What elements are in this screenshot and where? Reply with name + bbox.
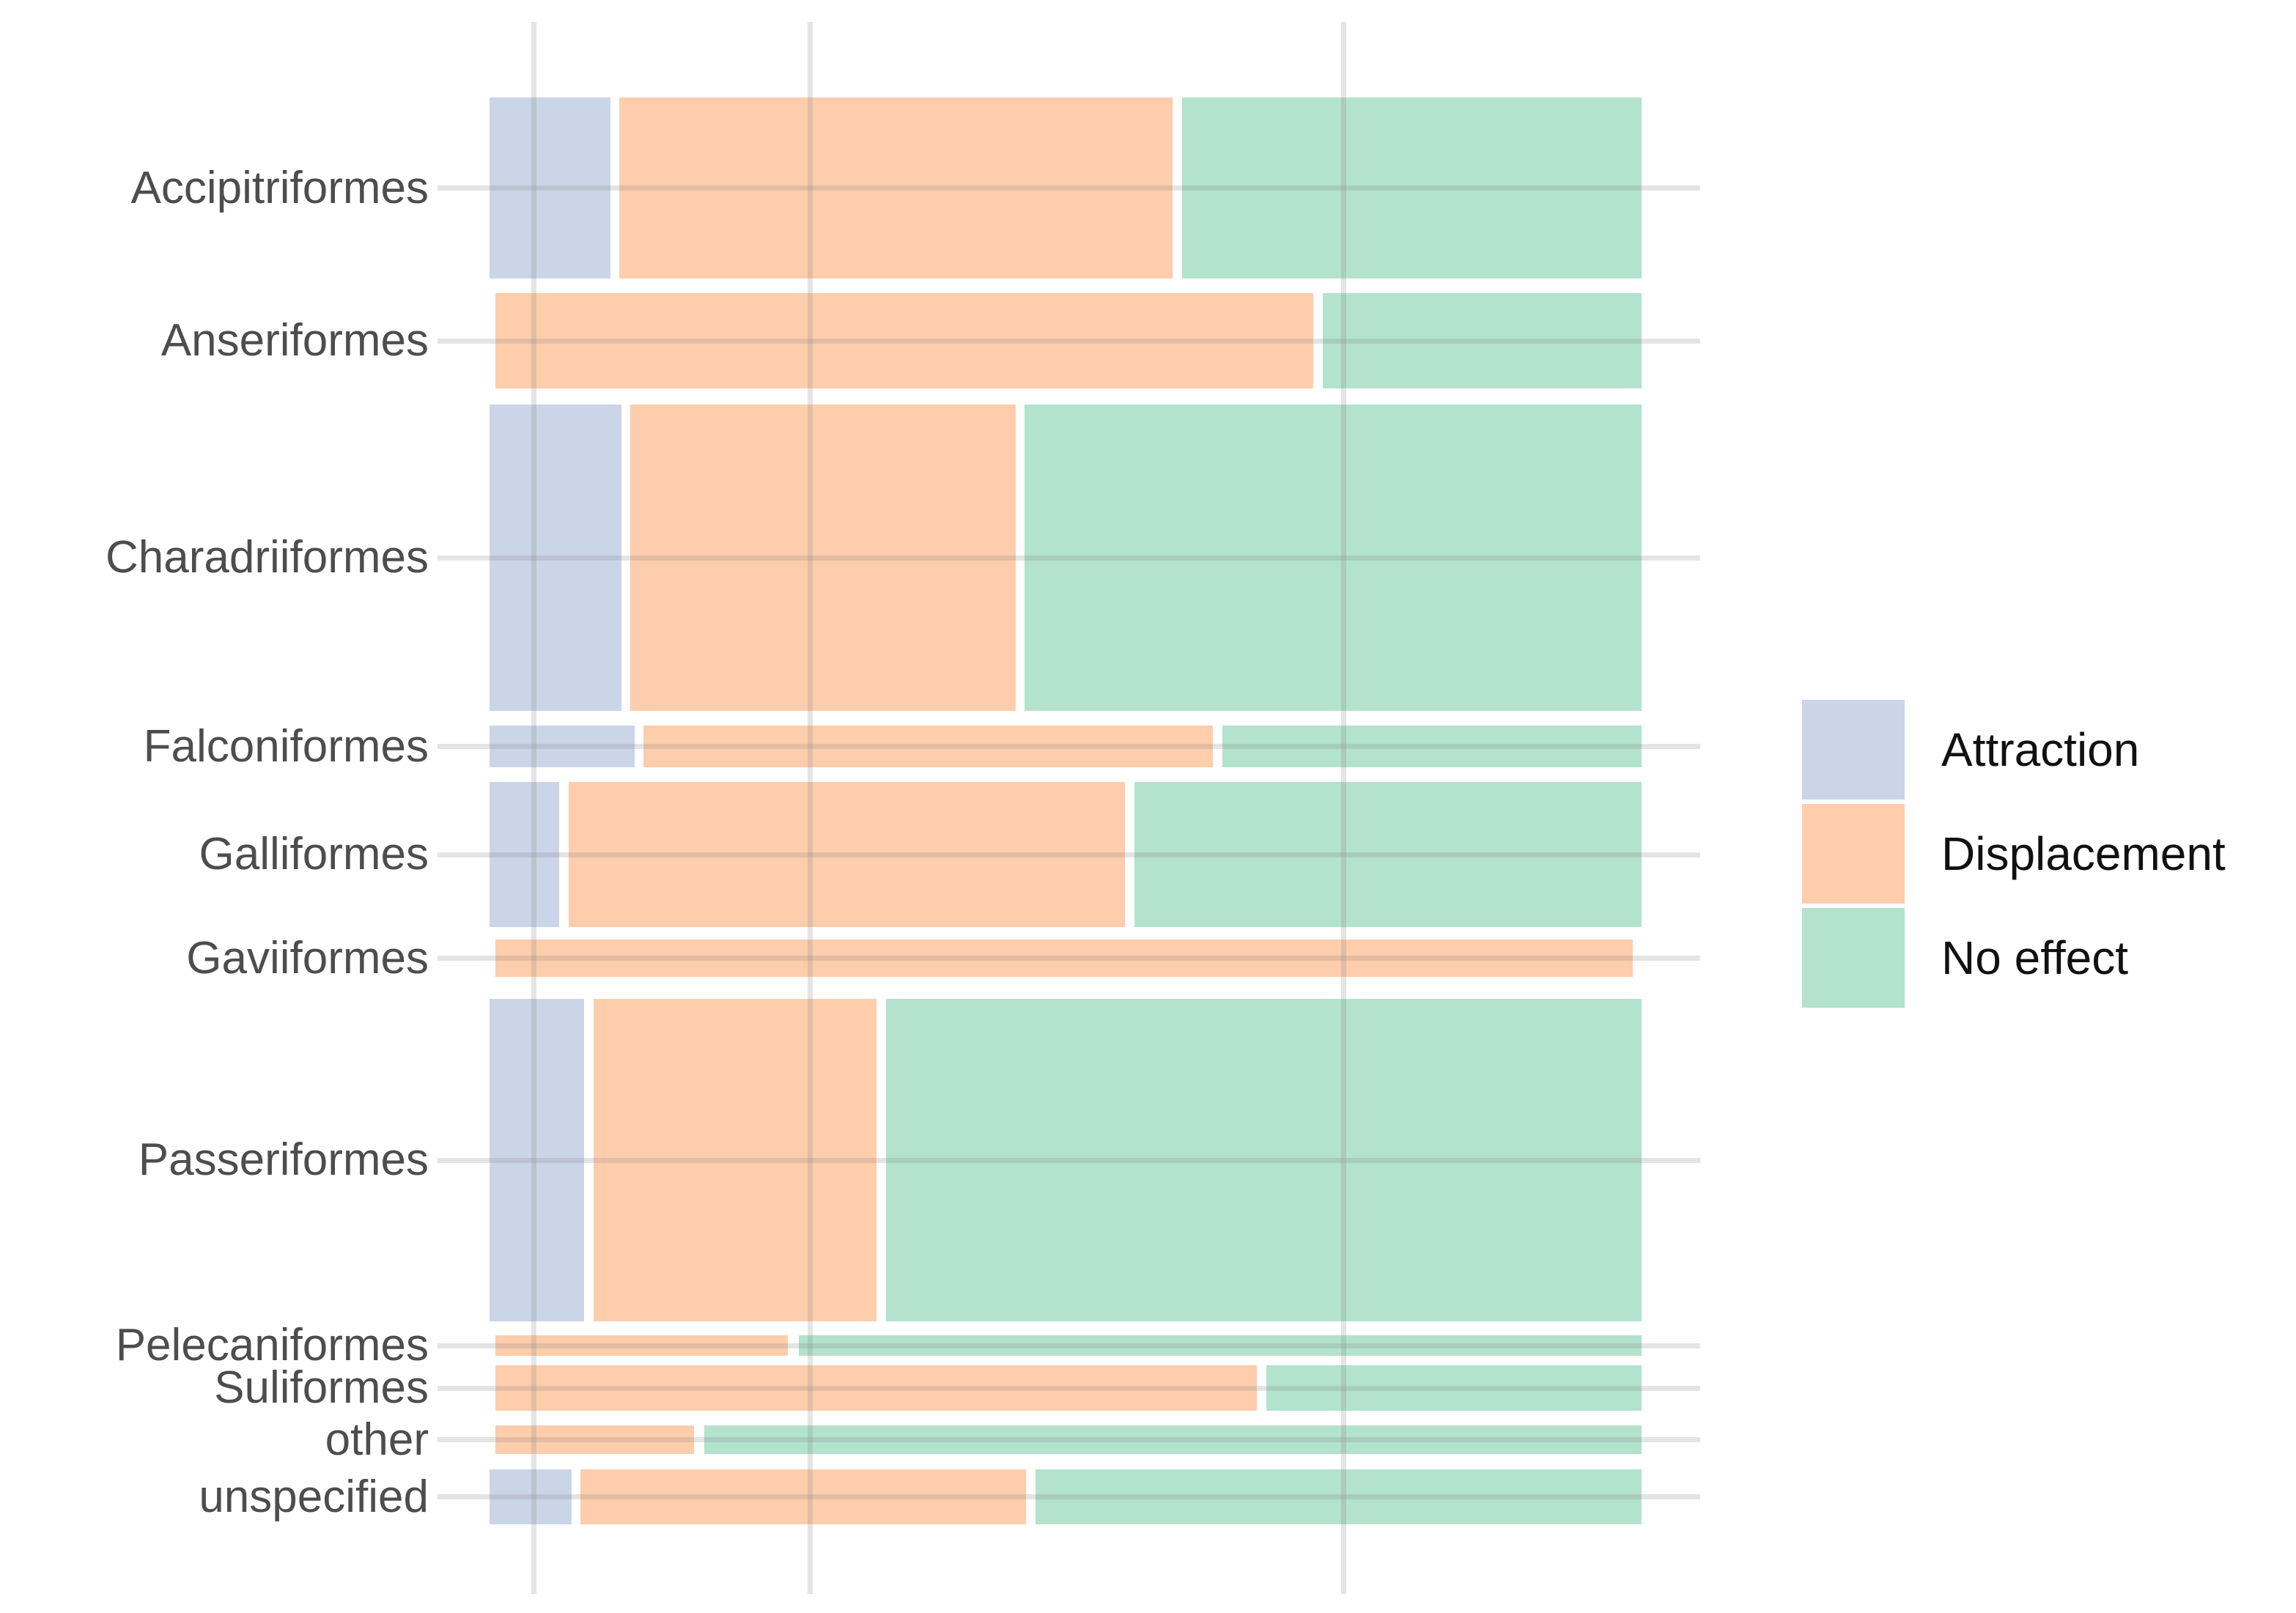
h-gridline [438, 956, 1700, 961]
y-axis-label: Anseriformes [160, 315, 429, 366]
mosaic-tile-attraction [490, 782, 559, 927]
y-axis-label: Accipitriformes [130, 162, 429, 213]
mosaic-tile-displacement [495, 293, 1313, 388]
mosaic-tile-attraction [490, 405, 621, 711]
y-axis-label: Suliformes [214, 1362, 429, 1413]
mosaic-tile-displacement [495, 940, 1633, 977]
h-gridline [438, 555, 1700, 561]
legend-label: Displacement [1941, 827, 2226, 880]
h-gridline [438, 1494, 1700, 1499]
y-axis-label: Falconiformes [143, 720, 429, 772]
y-axis-label: Passeriformes [138, 1134, 429, 1185]
mosaic-tile-displacement [569, 782, 1125, 927]
mosaic-tile-displacement [495, 1425, 694, 1454]
mosaic-tile-displacement [495, 1335, 788, 1356]
h-gridline [438, 1158, 1700, 1163]
v-gridline [808, 22, 813, 1594]
y-axis-label: Gaviiformes [186, 932, 429, 983]
mosaic-tile-no_effect [1222, 726, 1642, 767]
v-gridline [1341, 22, 1346, 1594]
mosaic-tile-displacement [580, 1469, 1026, 1524]
legend-key-no_effect [1802, 908, 1905, 1008]
mosaic-tile-attraction [490, 726, 635, 767]
mosaic-tile-no_effect [1025, 405, 1642, 711]
mosaic-tile-attraction [490, 97, 610, 278]
mosaic-tile-no_effect [704, 1425, 1642, 1454]
mosaic-tile-displacement [495, 1365, 1257, 1411]
h-gridline [438, 339, 1700, 344]
legend-key-displacement [1802, 804, 1905, 904]
mosaic-tile-no_effect [1036, 1469, 1642, 1524]
h-gridline [438, 1437, 1700, 1442]
h-gridline [438, 185, 1700, 191]
y-axis-label: other [325, 1414, 429, 1465]
mosaic-tile-displacement [643, 726, 1213, 767]
mosaic-tile-attraction [490, 999, 584, 1321]
h-gridline [438, 852, 1700, 857]
h-gridline [438, 1343, 1700, 1348]
mosaic-tile-attraction [490, 1469, 572, 1524]
mosaic-tile-no_effect [1323, 293, 1642, 388]
mosaic-tile-displacement [594, 999, 876, 1321]
y-axis-label: Pelecaniformes [115, 1320, 429, 1370]
h-gridline [438, 1386, 1700, 1391]
legend-key-attraction [1802, 700, 1905, 800]
h-gridline [438, 744, 1700, 749]
y-axis-label: unspecified [199, 1471, 429, 1522]
mosaic-tile-no_effect [1182, 97, 1642, 278]
v-gridline [531, 22, 536, 1594]
legend-label: Attraction [1941, 723, 2140, 776]
mosaic-tile-no_effect [799, 1335, 1642, 1356]
mosaic-tile-displacement [619, 97, 1173, 278]
y-axis-label: Charadriiformes [105, 532, 429, 583]
mosaic-tile-no_effect [886, 999, 1642, 1321]
legend-label: No effect [1941, 931, 2128, 984]
y-axis-label: Galliformes [199, 829, 429, 879]
mosaic-tile-no_effect [1266, 1365, 1642, 1411]
mosaic-tile-displacement [630, 405, 1016, 711]
mosaic-tile-no_effect [1134, 782, 1642, 927]
